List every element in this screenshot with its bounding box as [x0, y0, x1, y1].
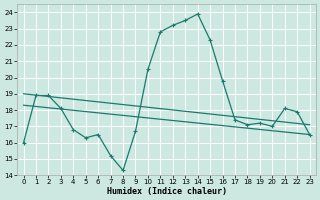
X-axis label: Humidex (Indice chaleur): Humidex (Indice chaleur)	[107, 187, 227, 196]
